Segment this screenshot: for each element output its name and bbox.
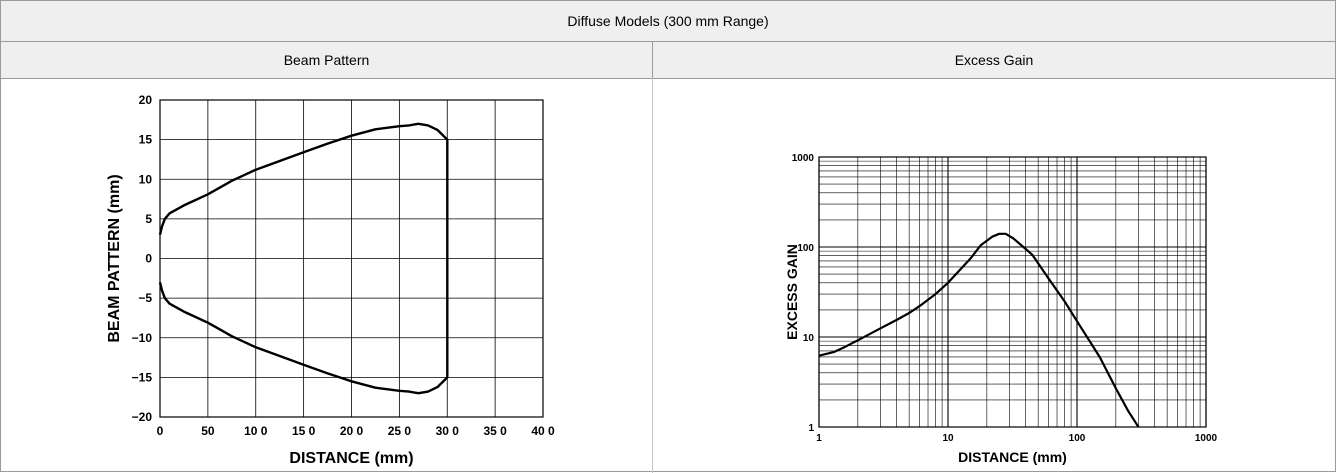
beam-x-tick-label: 25 0: [388, 424, 412, 438]
gain-y-tick-label: 100: [797, 243, 814, 254]
gain-x-tick-label: 1: [816, 433, 822, 444]
beam-x-tick-label: 50: [201, 424, 215, 438]
beam-y-tick-label: −5: [138, 291, 152, 305]
table-title: Diffuse Models (300 mm Range): [1, 1, 1335, 42]
beam-y-tick-label: 10: [139, 172, 153, 186]
gain-y-tick-label: 10: [803, 333, 815, 344]
beam-y-tick-label: −10: [132, 331, 153, 345]
gain-x-tick-label: 100: [1069, 433, 1086, 444]
beam-y-tick-label: −20: [132, 410, 153, 424]
beam-x-tick-label: 20 0: [340, 424, 364, 438]
column-divider: [652, 78, 653, 473]
gain-y-tick-label: 1: [808, 423, 814, 434]
gain-plot-frame: [818, 156, 1207, 428]
beam-x-tick-label: 0: [157, 424, 164, 438]
beam-x-axis-label: DISTANCE (mm): [289, 450, 413, 467]
beam-y-tick-label: 15: [139, 133, 153, 147]
beam-x-tick-label: 30 0: [436, 424, 460, 438]
beam-y-axis-label: BEAM PATTERN (mm): [106, 174, 123, 342]
beam-x-tick-label: 40 0: [531, 424, 555, 438]
gain-x-axis-label: DISTANCE (mm): [958, 449, 1067, 465]
beam-pattern-line: [158, 122, 449, 395]
beam-y-tick-label: 20: [139, 93, 153, 107]
gain-y-tick-label: 1000: [792, 153, 815, 164]
beam-y-tick-label: 0: [145, 252, 152, 266]
excess-gain-line: [818, 232, 1140, 428]
beam-y-tick-label: −15: [132, 370, 153, 384]
beam-x-tick-label: 35 0: [483, 424, 507, 438]
beam-y-tick-label: 5: [145, 212, 152, 226]
beam-x-tick-label: 15 0: [292, 424, 316, 438]
beam-plot-frame: [159, 99, 544, 418]
gain-x-tick-label: 1000: [1195, 433, 1218, 444]
gain-x-tick-label: 10: [942, 433, 954, 444]
beam-x-tick-label: 10 0: [244, 424, 268, 438]
excess-gain-header: Excess Gain: [653, 42, 1335, 79]
gain-y-axis-label: EXCESS GAIN: [784, 244, 800, 340]
beam-pattern-header: Beam Pattern: [1, 42, 653, 79]
